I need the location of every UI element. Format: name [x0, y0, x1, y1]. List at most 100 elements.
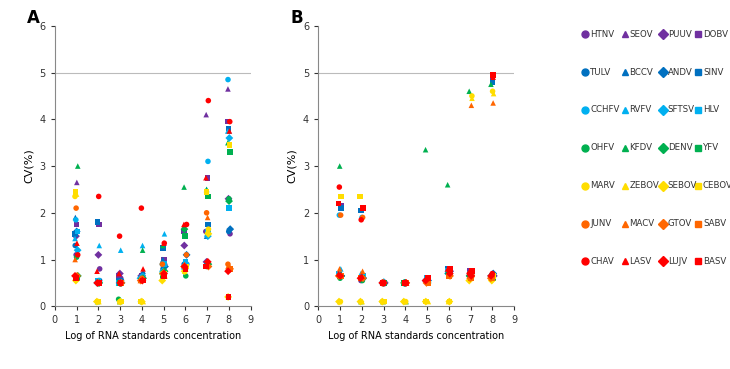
Point	[420, 277, 431, 283]
Point	[422, 277, 434, 283]
Point	[423, 280, 434, 286]
Point	[399, 280, 411, 286]
Point	[71, 240, 82, 246]
Point	[399, 280, 410, 286]
Point	[486, 277, 498, 283]
Text: HLV: HLV	[703, 106, 719, 114]
Point	[398, 280, 410, 286]
Point	[335, 273, 347, 279]
Point	[377, 280, 389, 286]
Point	[223, 135, 235, 141]
Point	[401, 280, 412, 286]
Point	[115, 280, 126, 286]
Point	[400, 280, 412, 286]
Point	[464, 270, 476, 276]
Point	[464, 268, 475, 274]
Point	[422, 277, 434, 283]
Point	[377, 280, 388, 286]
Point	[114, 233, 126, 239]
Point	[356, 214, 368, 220]
Point	[423, 280, 434, 286]
Point	[422, 275, 434, 281]
Point	[71, 179, 82, 185]
Point	[487, 273, 499, 279]
Point	[202, 193, 214, 199]
Point	[114, 299, 126, 304]
Point	[201, 186, 212, 192]
Y-axis label: CV(%): CV(%)	[288, 149, 297, 183]
Point	[179, 263, 191, 269]
Point	[488, 273, 499, 279]
Point	[93, 280, 105, 286]
Point	[91, 280, 103, 286]
Point	[420, 280, 432, 286]
Point	[485, 81, 497, 87]
Point	[442, 270, 454, 276]
Point	[178, 263, 190, 269]
Point	[356, 273, 367, 279]
Point	[465, 273, 477, 279]
Point	[420, 147, 431, 153]
Point	[420, 275, 432, 281]
Point	[201, 261, 213, 267]
Point	[179, 268, 191, 274]
Point	[376, 280, 388, 286]
Point	[443, 266, 455, 272]
Point	[158, 231, 170, 237]
Text: JUNV: JUNV	[590, 219, 611, 228]
Point	[179, 261, 191, 267]
Point	[223, 294, 234, 300]
Point	[442, 268, 454, 274]
Point	[464, 270, 475, 276]
Point	[485, 273, 497, 279]
Point	[179, 266, 191, 272]
Point	[180, 273, 192, 279]
Point	[180, 259, 191, 265]
Point	[485, 275, 496, 281]
Point	[444, 273, 456, 279]
Point	[158, 240, 170, 246]
Point	[377, 299, 389, 304]
X-axis label: Log of RNA standards concentration: Log of RNA standards concentration	[64, 331, 241, 341]
Text: MARV: MARV	[590, 181, 615, 190]
Point	[336, 203, 347, 209]
Point	[136, 205, 147, 211]
Point	[202, 98, 214, 104]
Point	[464, 270, 476, 276]
Point	[180, 233, 191, 239]
Point	[70, 275, 82, 281]
Point	[137, 242, 148, 248]
Point	[443, 268, 455, 274]
Point	[113, 270, 125, 276]
Point	[113, 273, 125, 279]
Point	[71, 191, 82, 197]
Text: ANDV: ANDV	[668, 68, 693, 77]
Point	[464, 270, 475, 276]
Point	[201, 214, 213, 220]
Point	[486, 273, 498, 279]
Text: TULV: TULV	[590, 68, 611, 77]
Point	[93, 242, 105, 248]
Point	[93, 252, 104, 258]
Point	[420, 299, 431, 304]
Point	[377, 280, 389, 286]
Point	[400, 280, 412, 286]
Point	[465, 268, 477, 274]
Point	[223, 128, 235, 134]
Point	[137, 299, 149, 304]
Point	[333, 200, 345, 206]
Point	[335, 273, 347, 279]
Point	[137, 275, 149, 281]
Point	[93, 221, 105, 227]
Point	[378, 280, 390, 286]
Point	[113, 277, 125, 283]
Point	[355, 270, 366, 276]
Text: SEBOV: SEBOV	[668, 181, 697, 190]
Point	[334, 273, 346, 279]
Point	[356, 207, 367, 213]
Point	[401, 280, 412, 286]
Point	[180, 252, 192, 258]
Point	[69, 214, 81, 220]
Point	[115, 280, 126, 286]
Point	[202, 231, 214, 237]
